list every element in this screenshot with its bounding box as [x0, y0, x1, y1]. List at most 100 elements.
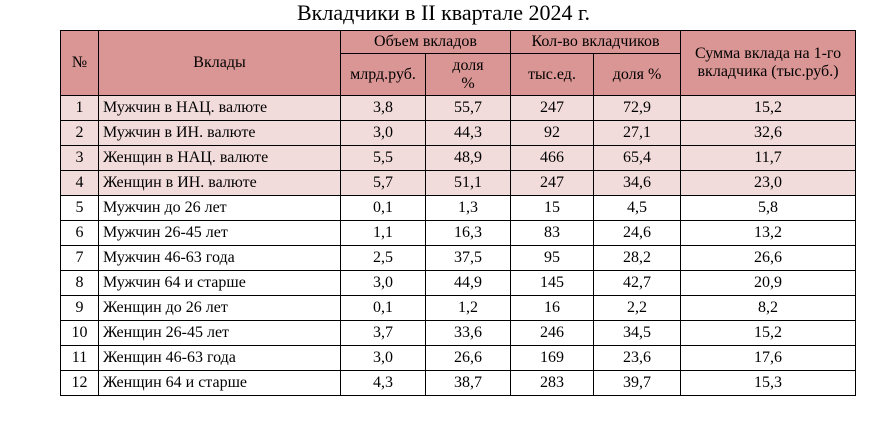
header-cell: доля %	[592, 53, 682, 96]
cell: 27,1	[592, 120, 682, 146]
header-cell: Кол-во вкладчиков	[509, 30, 682, 54]
cell: 15,2	[680, 320, 857, 346]
cell: 283	[510, 370, 594, 396]
row-name: Женщин в НАЦ. валюте	[98, 145, 341, 171]
cell: 42,7	[592, 270, 682, 296]
cell: 0,1	[340, 295, 426, 321]
cell: 12	[60, 370, 99, 396]
row-name: Женщин до 26 лет	[98, 295, 341, 321]
cell: 48,9	[425, 145, 511, 171]
cell: 11	[60, 345, 99, 371]
table-row: 6 Мужчин 26-45 лет 1,1 16,3 83 24,6 13,2	[60, 220, 857, 246]
cell: 3,0	[340, 345, 426, 371]
cell: 33,6	[425, 320, 511, 346]
cell: 24,6	[592, 220, 682, 246]
cell: 1,2	[425, 295, 511, 321]
table-row: 4 Женщин в ИН. валюте 5,7 51,1 247 34,6 23,0	[60, 170, 857, 196]
cell: 28,2	[592, 245, 682, 271]
cell: 1	[60, 95, 99, 121]
cell: 38,7	[425, 370, 511, 396]
cell: 5,7	[340, 170, 426, 196]
cell: 17,6	[680, 345, 857, 371]
cell: 65,4	[592, 145, 682, 171]
cell: 1,3	[425, 195, 511, 221]
cell: 11,7	[680, 145, 857, 171]
header-cell: доля %	[425, 53, 511, 96]
table-row: 10 Женщин 26-45 лет 3,7 33,6 246 34,5 15,2	[60, 320, 857, 346]
table-row: 7 Мужчин 46-63 года 2,5 37,5 95 28,2 26,6	[60, 245, 857, 271]
row-name: Мужчин 46-63 года	[98, 245, 341, 271]
cell: 2,5	[340, 245, 426, 271]
cell: 23,6	[592, 345, 682, 371]
cell: 37,5	[425, 245, 511, 271]
table-row: 3 Женщин в НАЦ. валюте 5,5 48,9 466 65,4 11,7	[60, 145, 857, 171]
cell: 44,3	[425, 120, 511, 146]
row-name: Мужчин до 26 лет	[98, 195, 341, 221]
table-row: 11 Женщин 46-63 года 3,0 26,6 169 23,6 17,6	[60, 345, 857, 371]
cell: 466	[510, 145, 594, 171]
row-name: Женщин в ИН. валюте	[98, 170, 341, 196]
cell: 15,2	[680, 95, 857, 121]
table-row: 1 Мужчин в НАЦ. валюте 3,8 55,7 247 72,9 15,2	[60, 95, 857, 121]
cell: 8	[60, 270, 99, 296]
header-cell: №	[60, 30, 99, 96]
cell: 247	[510, 170, 594, 196]
cell: 23,0	[680, 170, 857, 196]
cell: 169	[510, 345, 594, 371]
cell: 72,9	[592, 95, 682, 121]
cell: 20,9	[680, 270, 857, 296]
table-row: 12 Женщин 64 и старше 4,3 38,7 283 39,7 15,3	[60, 370, 857, 396]
cell: 1,1	[340, 220, 426, 246]
row-name: Женщин 26-45 лет	[98, 320, 341, 346]
cell: 0,1	[340, 195, 426, 221]
cell: 4,3	[340, 370, 426, 396]
cell: 5,8	[680, 195, 857, 221]
cell: 34,5	[592, 320, 682, 346]
cell: 8,2	[680, 295, 857, 321]
cell: 5	[60, 195, 99, 221]
cell: 39,7	[592, 370, 682, 396]
table-row: 2 Мужчин в ИН. валюте 3,0 44,3 92 27,1 32,6	[60, 120, 857, 146]
row-name: Женщин 46-63 года	[98, 345, 341, 371]
row-name: Женщин 64 и старше	[98, 370, 341, 396]
header-cell: Вклады	[98, 30, 341, 96]
cell: 92	[510, 120, 594, 146]
table-row: 9 Женщин до 26 лет 0,1 1,2 16 2,2 8,2	[60, 295, 857, 321]
cell: 26,6	[680, 245, 857, 271]
cell: 55,7	[425, 95, 511, 121]
cell: 3,7	[340, 320, 426, 346]
cell: 32,6	[680, 120, 857, 146]
deposits-table: № Вклады Объем вкладов Кол-во вкладчиков…	[60, 30, 857, 396]
cell: 83	[510, 220, 594, 246]
cell: 16,3	[425, 220, 511, 246]
cell: 246	[510, 320, 594, 346]
cell: 51,1	[425, 170, 511, 196]
cell: 3	[60, 145, 99, 171]
title: Вкладчики в II квартале 2024 г.	[296, 0, 591, 25]
cell: 2,2	[592, 295, 682, 321]
cell: 145	[510, 270, 594, 296]
cell: 6	[60, 220, 99, 246]
header-cell: Объем вкладов	[340, 30, 511, 54]
header-cell: млрд.руб.	[340, 53, 426, 96]
cell: 3,8	[340, 95, 426, 121]
cell: 4	[60, 170, 99, 196]
cell: 2	[60, 120, 99, 146]
row-name: Мужчин в НАЦ. валюте	[98, 95, 341, 121]
row-name: Мужчин 26-45 лет	[98, 220, 341, 246]
cell: 4,5	[592, 195, 682, 221]
cell: 16	[510, 295, 594, 321]
row-name: Мужчин 64 и старше	[98, 270, 341, 296]
cell: 9	[60, 295, 99, 321]
cell: 7	[60, 245, 99, 271]
cell: 247	[510, 95, 594, 121]
cell: 44,9	[425, 270, 511, 296]
cell: 3,0	[340, 120, 426, 146]
cell: 5,5	[340, 145, 426, 171]
cell: 15,3	[680, 370, 857, 396]
header-cell: тыс.ед.	[510, 53, 594, 96]
cell: 10	[60, 320, 99, 346]
table-row: 5 Мужчин до 26 лет 0,1 1,3 15 4,5 5,8	[60, 195, 857, 221]
cell: 15	[510, 195, 594, 221]
